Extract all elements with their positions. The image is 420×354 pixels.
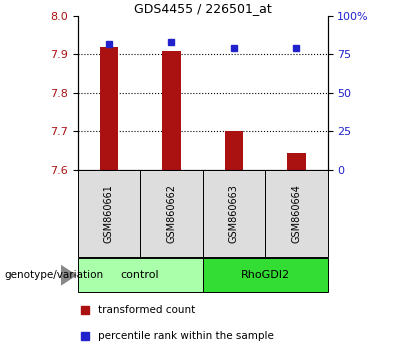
Text: GSM860663: GSM860663 xyxy=(229,184,239,243)
Polygon shape xyxy=(61,265,77,286)
Bar xyxy=(140,170,203,257)
Bar xyxy=(100,47,118,170)
Text: GSM860662: GSM860662 xyxy=(166,184,176,243)
Text: genotype/variation: genotype/variation xyxy=(4,270,103,280)
Bar xyxy=(203,258,328,292)
Text: control: control xyxy=(121,270,160,280)
Text: RhoGDI2: RhoGDI2 xyxy=(241,270,290,280)
Title: GDS4455 / 226501_at: GDS4455 / 226501_at xyxy=(134,2,271,15)
Bar xyxy=(162,51,181,170)
Text: GSM860661: GSM860661 xyxy=(104,184,114,243)
Text: GSM860664: GSM860664 xyxy=(291,184,302,243)
Text: transformed count: transformed count xyxy=(98,305,195,315)
Text: percentile rank within the sample: percentile rank within the sample xyxy=(98,331,273,341)
Bar xyxy=(78,170,140,257)
Bar xyxy=(265,170,328,257)
Bar xyxy=(78,258,203,292)
Bar xyxy=(203,170,265,257)
Bar xyxy=(225,131,243,170)
Bar xyxy=(287,153,306,170)
